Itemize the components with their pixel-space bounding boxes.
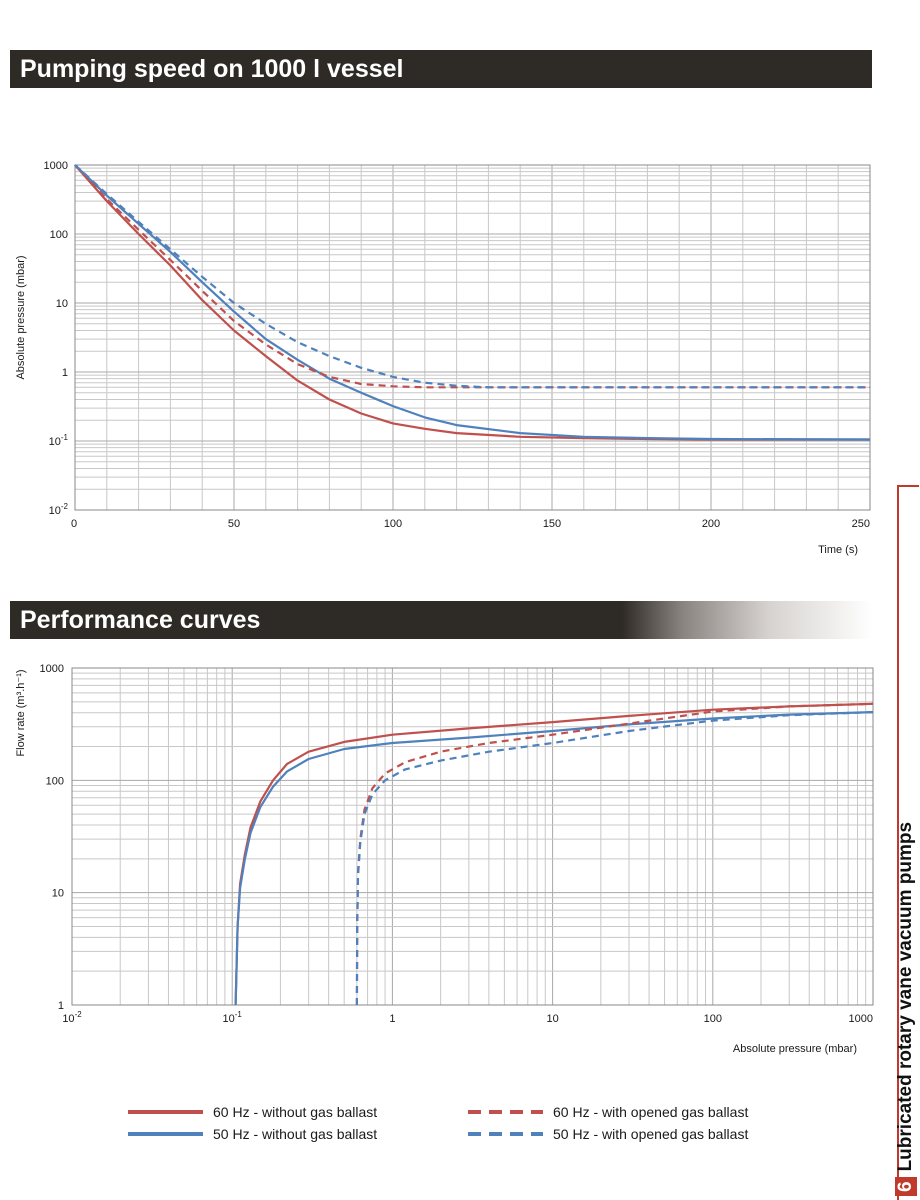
plot-frame xyxy=(71,667,874,1006)
side-tab xyxy=(897,485,919,1200)
x-tick-label: 50 xyxy=(228,518,240,530)
x-tick-label: 150 xyxy=(543,518,561,530)
x-tick-label: 200 xyxy=(702,518,720,530)
legend-label: 50 Hz - without gas ballast xyxy=(213,1126,377,1142)
series-line xyxy=(74,164,870,389)
y-tick-label: 10-1 xyxy=(49,433,69,448)
y-tick-label: 10-2 xyxy=(49,502,69,517)
series-line xyxy=(74,164,871,441)
series-line xyxy=(355,702,874,1006)
y-tick-label: 100 xyxy=(46,775,64,787)
legend-label: 50 Hz - with opened gas ballast xyxy=(553,1126,748,1142)
pumping-speed-chart: 0 50 100 150 200 250 1000 100 10 1 10-1 10-2 Time (s… xyxy=(15,160,871,556)
y-tick-label: 10 xyxy=(56,298,68,310)
y-tick-label: 1000 xyxy=(44,160,68,172)
y-tick-label: 1 xyxy=(58,1000,64,1012)
x-tick-label: 1000 xyxy=(849,1013,873,1025)
y-tick-label: 10 xyxy=(52,888,64,900)
side-title: 6 Lubricated rotary vane vacuum pumps xyxy=(895,822,917,1196)
y-axis-label: Flow rate (m³.h⁻¹) xyxy=(15,669,27,756)
legend-label: 60 Hz - without gas ballast xyxy=(213,1104,377,1120)
x-tick-label: 100 xyxy=(704,1013,722,1025)
y-axis-label: Absolute pressure (mbar) xyxy=(15,255,27,379)
performance-curves-header: Performance curves xyxy=(10,601,872,639)
performance-curves-chart: 10-2 10-1 1 10 100 1000 1000 100 10 1 Absolute pre… xyxy=(15,663,874,1055)
side-title-label: Lubricated rotary vane vacuum pumps xyxy=(895,821,916,1172)
x-tick-label: 10-1 xyxy=(223,1010,243,1025)
x-tick-label: 100 xyxy=(384,518,402,530)
legend-label: 60 Hz - with opened gas ballast xyxy=(553,1104,748,1120)
series-line xyxy=(355,711,874,1006)
legend: 60 Hz - without gas ballast 50 Hz - witho… xyxy=(128,1104,748,1142)
series-line xyxy=(234,711,874,1006)
x-tick-label: 0 xyxy=(71,518,77,530)
x-tick-label: 10-2 xyxy=(62,1010,82,1025)
x-tick-label: 10 xyxy=(546,1013,558,1025)
x-tick-label: 250 xyxy=(852,518,870,530)
y-tick-label: 100 xyxy=(50,229,68,241)
y-tick-label: 1 xyxy=(62,367,68,379)
plot-frame xyxy=(74,164,871,511)
x-tick-label: 1 xyxy=(389,1013,395,1025)
series-line xyxy=(234,702,874,1006)
series-line xyxy=(74,164,870,389)
pumping-speed-header: Pumping speed on 1000 l vessel xyxy=(10,50,872,88)
x-axis-label: Absolute pressure (mbar) xyxy=(733,1043,857,1055)
series-line xyxy=(74,164,870,441)
x-axis-label: Time (s) xyxy=(818,544,858,556)
page-number: 6 xyxy=(895,1177,917,1196)
y-tick-label: 1000 xyxy=(40,663,64,675)
